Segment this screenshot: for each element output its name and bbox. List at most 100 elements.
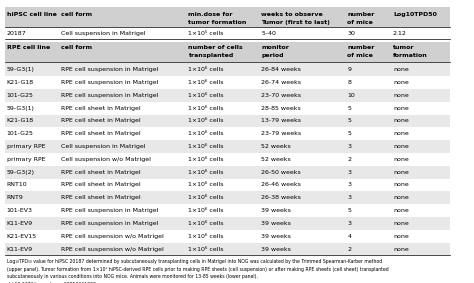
Text: none: none (393, 234, 409, 239)
Text: 2: 2 (347, 157, 352, 162)
Text: formation: formation (393, 53, 428, 58)
Text: cell form: cell form (61, 45, 92, 50)
Text: K21-G18: K21-G18 (7, 80, 34, 85)
Text: 3: 3 (347, 144, 352, 149)
Text: 5: 5 (347, 118, 351, 123)
Text: RPE cell sheet in Matrigel: RPE cell sheet in Matrigel (61, 131, 141, 136)
Text: tumor: tumor (393, 45, 414, 50)
Text: period: period (261, 53, 283, 58)
Text: none: none (393, 157, 409, 162)
Text: monitor: monitor (261, 45, 289, 50)
Bar (5, 204, 450, 217)
Bar (5, 127, 450, 140)
Text: 1×10⁶ cells: 1×10⁶ cells (189, 208, 224, 213)
Text: 1×10⁶ cells: 1×10⁶ cells (189, 157, 224, 162)
Text: RPE cell suspension in Matrigel: RPE cell suspension in Matrigel (61, 67, 159, 72)
Text: 1×10⁶ cells: 1×10⁶ cells (189, 246, 224, 252)
Text: 26-74 weeks: 26-74 weeks (261, 80, 301, 85)
Text: none: none (393, 118, 409, 123)
Text: Log10TPD50: Log10TPD50 (393, 12, 437, 17)
Text: 8: 8 (347, 80, 351, 85)
Text: RPE cell suspension w/o Matrigel: RPE cell suspension w/o Matrigel (61, 234, 164, 239)
Text: Cell suspension in Matrigel: Cell suspension in Matrigel (61, 31, 146, 36)
Text: 1×10⁶ cells: 1×10⁶ cells (189, 144, 224, 149)
Text: 1×10⁶ cells: 1×10⁶ cells (189, 67, 224, 72)
Text: K21-G18: K21-G18 (7, 118, 34, 123)
Text: none: none (393, 170, 409, 175)
Bar (5, 166, 450, 179)
Text: RPE cell sheet in Matrigel: RPE cell sheet in Matrigel (61, 170, 141, 175)
Text: subcutaneously in various conditions into NOG mice. Animals were monitored for 1: subcutaneously in various conditions int… (7, 275, 258, 279)
Text: 1×10⁵ cells: 1×10⁵ cells (189, 31, 224, 36)
Text: 26-38 weeks: 26-38 weeks (261, 195, 301, 200)
Text: RNT9: RNT9 (7, 195, 24, 200)
Bar (5, 27, 450, 39)
Text: none: none (393, 183, 409, 188)
Text: 1×10⁶ cells: 1×10⁶ cells (189, 118, 224, 123)
Text: 26-84 weeks: 26-84 weeks (261, 67, 301, 72)
Text: 39 weeks: 39 weeks (261, 246, 291, 252)
Text: 52 weeks: 52 weeks (261, 144, 291, 149)
Bar (5, 243, 450, 256)
Text: none: none (393, 106, 409, 111)
Text: 5: 5 (347, 106, 351, 111)
Text: 5: 5 (347, 131, 351, 136)
Text: 1×10⁶ cells: 1×10⁶ cells (189, 221, 224, 226)
Text: none: none (393, 246, 409, 252)
Text: RPE cell sheet in Matrigel: RPE cell sheet in Matrigel (61, 195, 141, 200)
Text: 2.12: 2.12 (393, 31, 407, 36)
Text: primary RPE: primary RPE (7, 157, 46, 162)
Text: Log₁₀TPD₅₀ value for hiPSC 20187 determined by subcutaneously transplanting cell: Log₁₀TPD₅₀ value for hiPSC 20187 determi… (7, 259, 382, 264)
Text: number: number (347, 12, 375, 17)
Text: 1×10⁶ cells: 1×10⁶ cells (189, 131, 224, 136)
Bar (5, 89, 450, 102)
Text: 20187: 20187 (7, 31, 27, 36)
Text: K11-EV9: K11-EV9 (7, 246, 33, 252)
Text: RNT10: RNT10 (7, 183, 27, 188)
Text: 3: 3 (347, 183, 352, 188)
Text: RPE cell line: RPE cell line (7, 45, 50, 50)
Bar (5, 115, 450, 127)
Text: RPE cell sheet in Matrigel: RPE cell sheet in Matrigel (61, 183, 141, 188)
Text: 1×10⁶ cells: 1×10⁶ cells (189, 80, 224, 85)
Text: 1×10⁶ cells: 1×10⁶ cells (189, 183, 224, 188)
Text: Cell suspension in Matrigel: Cell suspension in Matrigel (61, 144, 146, 149)
Text: min.dose for: min.dose for (189, 12, 233, 17)
Text: 2: 2 (347, 246, 352, 252)
Text: RPE cell suspension w/o Matrigel: RPE cell suspension w/o Matrigel (61, 246, 164, 252)
Bar (5, 76, 450, 89)
Text: none: none (393, 195, 409, 200)
Text: tumor formation: tumor formation (189, 20, 247, 25)
Text: 59-G3(1): 59-G3(1) (7, 106, 35, 111)
Text: 26-46 weeks: 26-46 weeks (261, 183, 301, 188)
Text: K11-EV9: K11-EV9 (7, 221, 33, 226)
Text: 39 weeks: 39 weeks (261, 221, 291, 226)
Text: none: none (393, 221, 409, 226)
Text: 101-G25: 101-G25 (7, 131, 34, 136)
Text: transplanted: transplanted (189, 53, 234, 58)
Text: 23-70 weeks: 23-70 weeks (261, 93, 301, 98)
Text: none: none (393, 131, 409, 136)
Text: none: none (393, 67, 409, 72)
Text: hiPSC cell line: hiPSC cell line (7, 12, 57, 17)
Text: none: none (393, 93, 409, 98)
Text: 13-79 weeks: 13-79 weeks (261, 118, 301, 123)
Text: RPE cell suspension in Matrigel: RPE cell suspension in Matrigel (61, 221, 159, 226)
Text: of mice: of mice (347, 53, 374, 58)
Text: 3: 3 (347, 221, 352, 226)
Text: 4: 4 (347, 234, 352, 239)
Text: primary RPE: primary RPE (7, 144, 46, 149)
Bar (5, 179, 450, 191)
Bar (5, 63, 450, 76)
Text: K21-EV15: K21-EV15 (7, 234, 37, 239)
Text: 3: 3 (347, 195, 352, 200)
Text: none: none (393, 208, 409, 213)
Text: 23-79 weeks: 23-79 weeks (261, 131, 301, 136)
Text: (upper panel). Tumor formation from 1×10⁶ hiPSC-derived RPE cells prior to makin: (upper panel). Tumor formation from 1×10… (7, 267, 388, 272)
Text: weeks to observe: weeks to observe (261, 12, 323, 17)
Text: number: number (347, 45, 375, 50)
Text: RPE cell suspension in Matrigel: RPE cell suspension in Matrigel (61, 80, 159, 85)
Text: 52 weeks: 52 weeks (261, 157, 291, 162)
Text: 9: 9 (347, 67, 352, 72)
Text: 39 weeks: 39 weeks (261, 208, 291, 213)
